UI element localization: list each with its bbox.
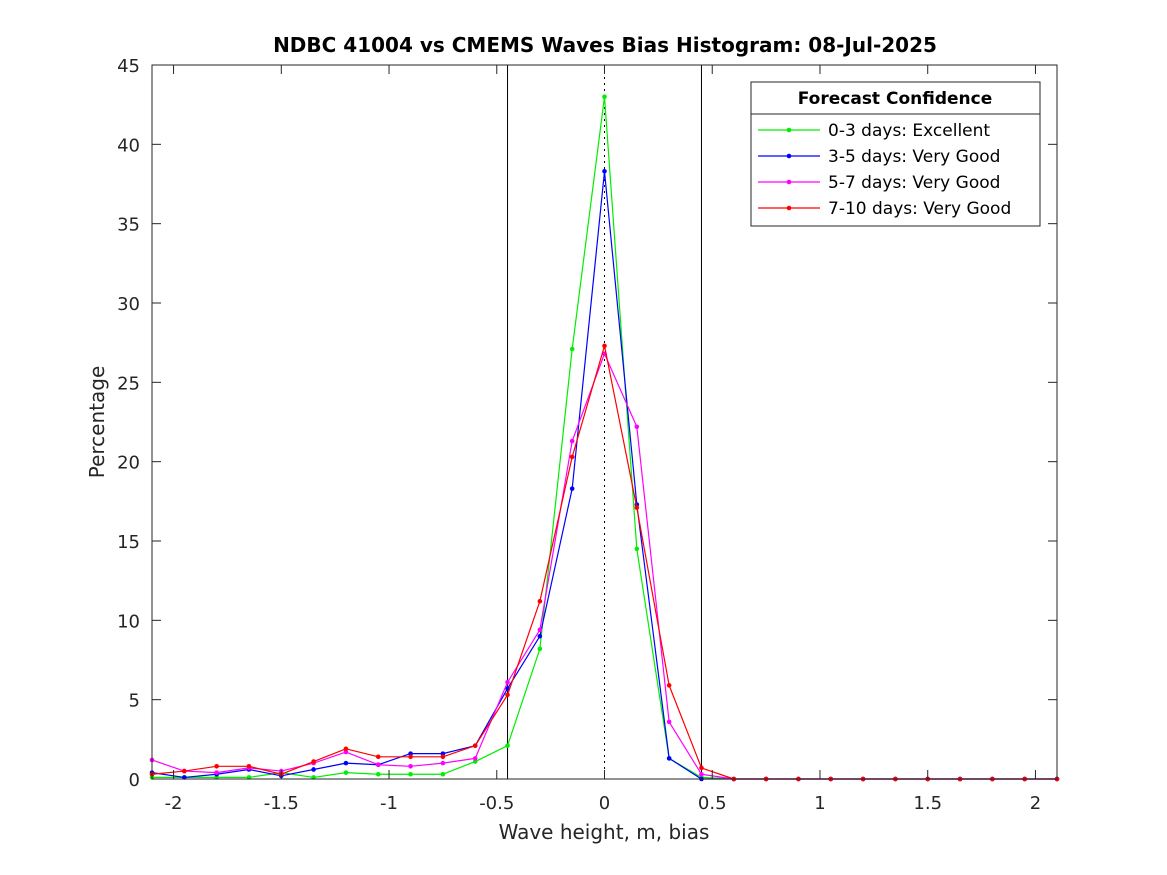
data-point (634, 505, 640, 510)
data-point (375, 762, 381, 768)
legend-entry-label: 5-7 days: Very Good (828, 173, 1000, 193)
data-point (505, 743, 510, 748)
data-point (343, 760, 349, 766)
y-tick-label: 30 (117, 294, 140, 315)
y-tick-label: 5 (129, 691, 140, 712)
legend-title: Forecast Confidence (798, 89, 993, 109)
data-point (505, 692, 510, 698)
data-point (602, 343, 607, 349)
data-point (343, 770, 349, 775)
data-point (569, 438, 575, 444)
y-tick-label: 0 (129, 770, 140, 791)
legend-entry-label: 3-5 days: Very Good (828, 147, 1000, 167)
data-point (472, 743, 478, 748)
data-point (505, 679, 510, 685)
x-tick-label: -0.5 (479, 793, 514, 814)
data-point (343, 746, 349, 752)
data-point (472, 756, 478, 761)
data-point (634, 546, 640, 552)
data-point (375, 771, 381, 777)
y-tick-label: 10 (117, 611, 140, 632)
data-point (214, 764, 219, 769)
data-point (440, 754, 446, 760)
data-point (569, 454, 575, 460)
legend-entry: 7-10 days: Very Good (758, 199, 1011, 219)
y-tick-label: 35 (117, 215, 140, 236)
x-tick-label: 1.5 (913, 793, 942, 814)
data-point (699, 771, 704, 777)
series-layer (149, 94, 1060, 782)
legend-entry-label: 0-3 days: Excellent (828, 121, 990, 141)
data-point (666, 756, 672, 761)
data-point (602, 94, 607, 100)
data-point (408, 751, 413, 756)
legend-swatch-marker (786, 127, 792, 133)
legend-entry-label: 7-10 days: Very Good (828, 199, 1011, 219)
data-point (440, 751, 446, 756)
data-point (666, 719, 672, 725)
data-point (537, 598, 543, 604)
data-point (408, 754, 413, 760)
data-point (666, 683, 672, 688)
y-axis-label: Percentage (85, 366, 109, 479)
data-point (375, 754, 381, 760)
y-tick-label: 20 (117, 453, 140, 474)
legend: Forecast Confidence 0-3 days: Excellent 3… (750, 81, 1041, 227)
data-point (311, 767, 316, 772)
x-tick-label: -1 (380, 793, 398, 814)
data-point (472, 759, 478, 764)
data-point (699, 765, 704, 771)
x-tick-label: -1.5 (264, 793, 299, 814)
data-point (214, 770, 219, 775)
data-point (537, 627, 543, 633)
data-point (505, 686, 510, 691)
legend-entry: 3-5 days: Very Good (758, 147, 1000, 167)
x-tick-label: 2 (1030, 793, 1041, 814)
data-point (537, 646, 543, 652)
data-point (440, 760, 446, 766)
data-point (246, 764, 252, 769)
data-point (569, 346, 575, 352)
y-tick-label: 25 (117, 373, 140, 394)
data-point (537, 633, 543, 639)
reference-lines (507, 65, 702, 779)
legend-entries: 0-3 days: Excellent 3-5 days: Very Good 5-… (758, 121, 1011, 219)
chart-title: NDBC 41004 vs CMEMS Waves Bias Histogram… (273, 33, 937, 57)
data-point (311, 759, 316, 764)
data-point (408, 764, 413, 769)
legend-swatch-marker (786, 179, 792, 185)
x-tick-label: -2 (165, 793, 183, 814)
data-point (343, 749, 349, 755)
x-tick-label: 0.5 (698, 793, 727, 814)
legend-box (750, 81, 1041, 227)
data-point (408, 771, 413, 777)
x-tick-label: 1 (814, 793, 825, 814)
data-point (182, 768, 187, 774)
x-axis-label: Wave height, m, bias (499, 820, 710, 844)
data-point (602, 169, 607, 174)
data-point (634, 424, 640, 430)
y-tick-label: 40 (117, 135, 140, 156)
data-point (440, 771, 446, 777)
legend-entry: 0-3 days: Excellent (758, 121, 990, 141)
x-tick-label: 0 (599, 793, 610, 814)
legend-swatch-marker (786, 205, 792, 211)
y-tick-label: 15 (117, 532, 140, 553)
legend-swatch-marker (786, 153, 792, 159)
y-tick-label: 45 (117, 56, 140, 77)
data-point (569, 486, 575, 491)
legend-entry: 5-7 days: Very Good (758, 173, 1000, 193)
